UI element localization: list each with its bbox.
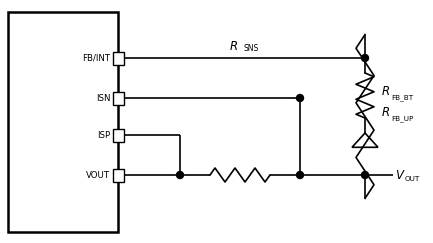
Circle shape: [297, 172, 304, 179]
Circle shape: [362, 54, 368, 61]
Bar: [113, 168, 123, 182]
Text: FB_BT: FB_BT: [391, 94, 413, 101]
Text: $R$: $R$: [381, 85, 390, 98]
Text: $R$: $R$: [381, 106, 390, 119]
Text: FB_UP: FB_UP: [391, 115, 414, 122]
Text: SNS: SNS: [244, 44, 259, 53]
Text: OUT: OUT: [405, 176, 420, 182]
Text: FB/INT: FB/INT: [82, 53, 110, 62]
Circle shape: [177, 172, 184, 179]
Bar: [8, 12, 118, 232]
Text: VOUT: VOUT: [86, 171, 110, 180]
Bar: [113, 129, 123, 141]
Bar: [113, 52, 123, 64]
Text: $R$: $R$: [229, 40, 239, 53]
Circle shape: [362, 172, 368, 179]
Bar: [113, 92, 123, 104]
Text: $V$: $V$: [395, 168, 406, 182]
Circle shape: [297, 95, 304, 102]
Text: ISN: ISN: [96, 94, 110, 103]
Text: ISP: ISP: [97, 130, 110, 139]
